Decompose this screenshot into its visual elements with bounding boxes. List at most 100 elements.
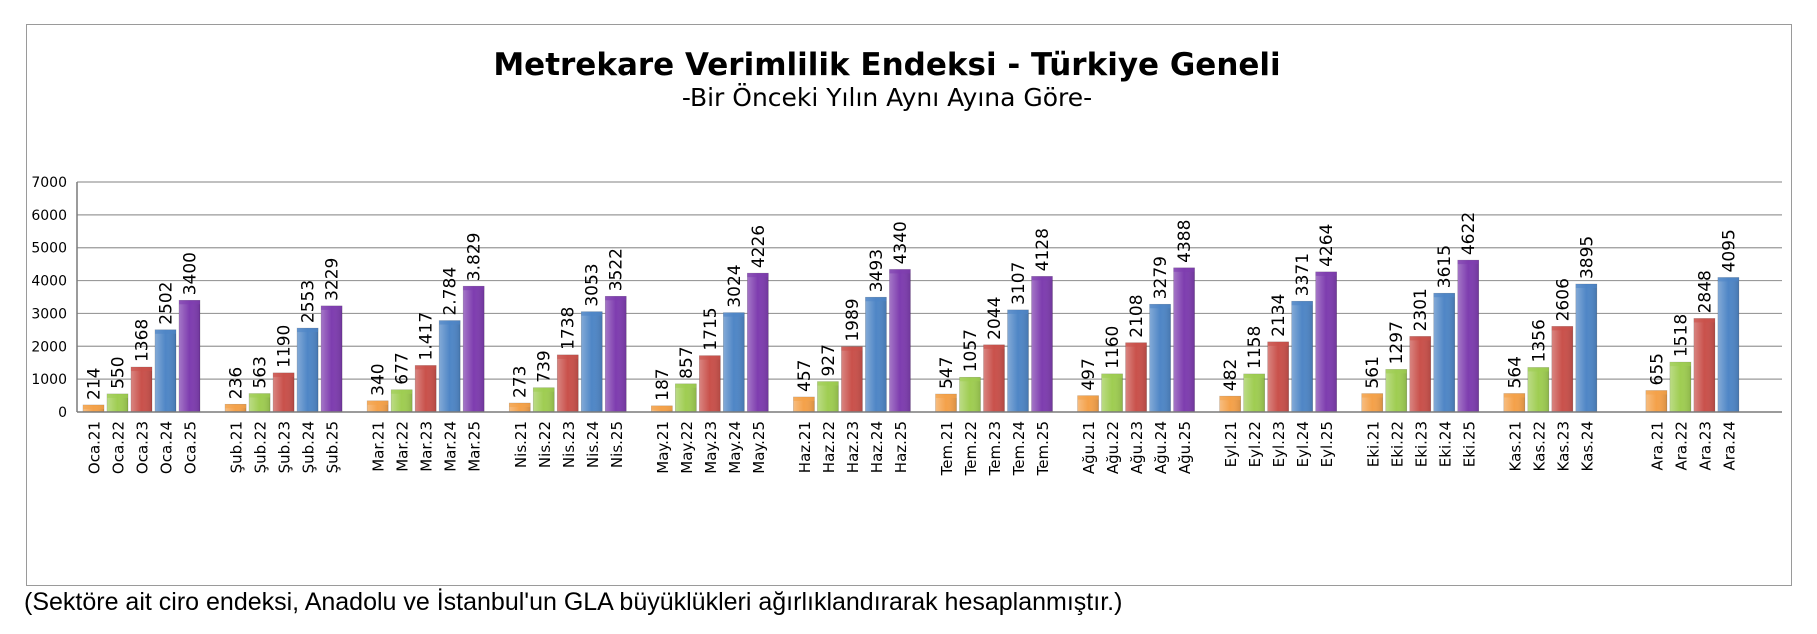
x-tick-label: Mar.23 xyxy=(418,421,436,472)
bar-shading xyxy=(1101,373,1123,412)
bar-shading xyxy=(391,389,413,412)
bar-shading xyxy=(439,320,461,412)
bar-shading xyxy=(297,328,319,412)
data-label: 214 xyxy=(85,368,105,400)
bar-shading xyxy=(935,394,957,412)
bar-shading xyxy=(509,403,531,412)
x-tick-label: Ağu.21 xyxy=(1080,421,1098,474)
x-tick-label: Mar.22 xyxy=(394,421,412,472)
bar-top xyxy=(179,300,200,305)
data-label: 1368 xyxy=(133,319,153,362)
data-label: 1160 xyxy=(1103,326,1123,369)
data-label: 4622 xyxy=(1459,212,1479,255)
y-tick-label: 2000 xyxy=(31,339,67,355)
bar-top xyxy=(1149,304,1171,309)
data-label: 547 xyxy=(937,357,957,389)
bar-top xyxy=(817,381,839,386)
data-label: 4226 xyxy=(749,225,769,268)
bar-shading xyxy=(1457,260,1479,412)
x-tick-label: Nis.21 xyxy=(512,421,530,468)
y-tick-label: 5000 xyxy=(31,241,67,257)
data-label: 2848 xyxy=(1695,270,1715,313)
bar-shading xyxy=(675,383,697,412)
bar-top xyxy=(1551,326,1573,331)
bar-shading xyxy=(1149,304,1171,412)
data-label: 4388 xyxy=(1175,220,1195,263)
data-label: 3.829 xyxy=(465,233,485,282)
bar-shading xyxy=(1385,369,1407,412)
x-tick-label: Oca.22 xyxy=(110,421,128,474)
bar-shading xyxy=(699,355,721,412)
data-label: 3493 xyxy=(867,249,887,292)
x-tick-label: Haz.25 xyxy=(892,421,910,473)
bar-top xyxy=(463,286,485,291)
x-tick-label: Haz.21 xyxy=(796,421,814,473)
data-label: 3400 xyxy=(181,252,201,295)
data-label: 1.417 xyxy=(417,312,437,361)
data-label: 3024 xyxy=(725,264,745,307)
bar-top xyxy=(273,372,295,377)
data-label: 1297 xyxy=(1387,321,1407,364)
bar-top xyxy=(675,383,697,388)
data-label: 2301 xyxy=(1411,288,1431,331)
bar-top xyxy=(1503,393,1525,398)
x-tick-label: Ağu.25 xyxy=(1176,421,1194,474)
bar-shading xyxy=(1693,318,1715,412)
bar-top xyxy=(1219,396,1241,401)
bar-shading xyxy=(1077,395,1099,412)
data-label: 3229 xyxy=(323,258,343,301)
data-label: 655 xyxy=(1647,353,1667,385)
bar-top xyxy=(1031,276,1053,281)
data-label: 1738 xyxy=(559,307,579,350)
bar-top xyxy=(1693,318,1715,323)
bar-shading xyxy=(1291,301,1313,412)
bar-top xyxy=(1669,362,1691,367)
x-tick-label: Oca.23 xyxy=(134,421,152,474)
x-tick-label: Eyl.25 xyxy=(1318,421,1336,467)
x-tick-label: Nis.23 xyxy=(560,421,578,468)
data-label: 1158 xyxy=(1245,326,1265,369)
x-tick-label: Eki.21 xyxy=(1364,421,1382,467)
bar-top xyxy=(1645,390,1667,395)
bar-top xyxy=(1527,367,1549,372)
bar-top xyxy=(439,320,461,325)
bar-top xyxy=(509,403,531,408)
bar-top xyxy=(841,346,863,351)
bar-top xyxy=(1267,341,1289,346)
bar-top xyxy=(605,296,627,301)
bar-shading xyxy=(1007,309,1029,412)
bar-top xyxy=(747,273,769,278)
chart-frame: Metrekare Verimlilik Endeksi - Türkiye G… xyxy=(26,24,1792,586)
bar-top xyxy=(1077,395,1099,400)
bar-top xyxy=(699,355,721,360)
x-tick-label: Eki.24 xyxy=(1436,421,1454,467)
x-tick-label: May.24 xyxy=(726,421,744,474)
x-tick-label: Şub.23 xyxy=(276,421,294,473)
x-tick-label: Tem.22 xyxy=(962,421,980,476)
bar-shading xyxy=(817,381,839,412)
x-tick-label: Ağu.24 xyxy=(1152,421,1170,474)
x-tick-label: May.22 xyxy=(678,421,696,474)
bar-shading xyxy=(1551,326,1573,412)
data-label: 457 xyxy=(795,360,815,392)
x-tick-label: Nis.22 xyxy=(536,421,554,468)
x-tick-label: Kas.24 xyxy=(1578,421,1596,471)
bar-shading xyxy=(321,305,343,412)
bar-top xyxy=(367,400,389,405)
bar-shading xyxy=(1527,367,1549,412)
x-tick-label: Tem.23 xyxy=(986,421,1004,476)
data-label: 2.784 xyxy=(441,267,461,316)
data-label: 1989 xyxy=(843,298,863,341)
x-tick-label: Eki.23 xyxy=(1412,421,1430,467)
bar-shading xyxy=(415,365,437,412)
data-label: 482 xyxy=(1221,359,1241,391)
y-tick-label: 7000 xyxy=(31,175,67,191)
bar-shading xyxy=(1645,390,1667,412)
x-tick-label: Şub.24 xyxy=(300,421,318,473)
bar-top xyxy=(793,396,815,401)
bar-top xyxy=(1409,336,1431,341)
bar-shading xyxy=(557,354,579,412)
bar-top xyxy=(651,405,673,410)
bar-shading xyxy=(1031,276,1053,412)
bar-shading xyxy=(131,367,152,412)
